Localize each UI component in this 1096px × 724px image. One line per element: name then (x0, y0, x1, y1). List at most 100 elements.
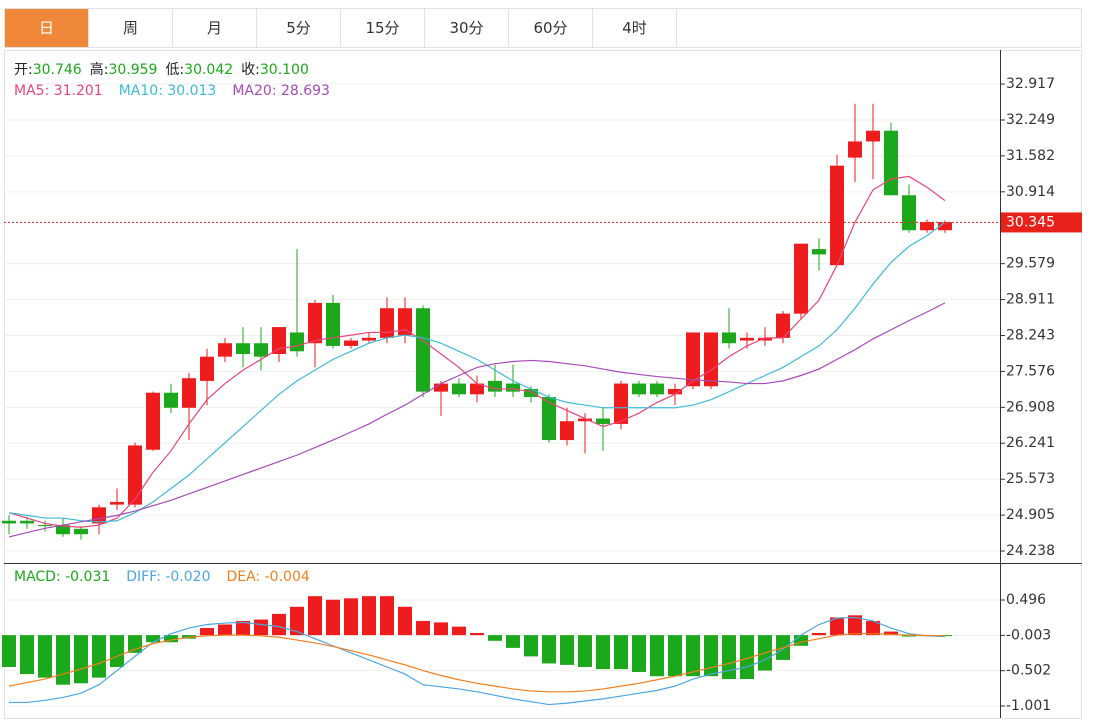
legend-entry: MA10: 30.013 (119, 83, 217, 99)
info-value: 30.042 (184, 62, 233, 78)
candle-body (110, 501, 124, 505)
y-tick-label: 28.243 (1006, 328, 1055, 344)
candle-body (866, 130, 880, 142)
macd-bar (830, 617, 844, 636)
ma-line (8, 302, 946, 538)
candle-body (920, 222, 934, 231)
y-tick-label: -0.003 (1006, 627, 1051, 643)
period-tab[interactable]: 月 (173, 9, 257, 47)
macd-bar (362, 596, 376, 636)
macd-bar (794, 635, 808, 646)
info-label: 低: (165, 62, 184, 78)
candle-body (218, 343, 232, 357)
period-tab[interactable]: 60分 (509, 9, 593, 47)
y-tick-label: 28.911 (1006, 292, 1055, 308)
candle-body (812, 249, 826, 255)
macd-bar (110, 635, 124, 667)
y-tick-label: -1.001 (1006, 698, 1051, 714)
macd-line (9, 616, 946, 706)
macd-bar (686, 635, 700, 677)
macd-bar (524, 635, 538, 657)
macd-bar (560, 635, 574, 665)
period-tab[interactable]: 5分 (257, 9, 341, 47)
candle-body (74, 528, 88, 535)
macd-bar (614, 635, 628, 670)
y-tick-label: 29.579 (1006, 256, 1055, 272)
macd-bar (218, 624, 232, 636)
ma-line (8, 175, 946, 528)
candle-body (2, 520, 16, 524)
candle-body (272, 327, 286, 354)
candle-body (614, 383, 628, 424)
macd-bar (380, 596, 394, 636)
macd-bar (632, 635, 646, 672)
info-value: 30.746 (33, 62, 82, 78)
macd-bar (56, 635, 70, 685)
candle-body (776, 313, 790, 338)
y-tick-label: 30.914 (1006, 184, 1055, 200)
macd-bar (272, 613, 286, 636)
legend-entry: MA20: 28.693 (232, 83, 330, 99)
candle-body (362, 337, 376, 341)
candle-body (578, 418, 592, 422)
period-tab[interactable]: 4时 (593, 9, 677, 47)
macd-bar (884, 631, 898, 636)
y-tick-label: 0.496 (1006, 592, 1046, 608)
candle-body (524, 388, 538, 398)
macd-bar (470, 633, 484, 636)
candle-body (632, 383, 646, 395)
period-tab[interactable]: 30分 (425, 9, 509, 47)
macd-bar (398, 606, 412, 636)
y-tick-label: 32.917 (1006, 76, 1055, 92)
macd-bar (74, 635, 88, 684)
candle-body (434, 383, 448, 392)
macd-bar (578, 635, 592, 667)
macd-bar (542, 635, 556, 664)
y-tick-label: 26.241 (1006, 435, 1055, 451)
candle-body (506, 383, 520, 392)
macd-bar (434, 622, 448, 636)
macd-bar (326, 599, 340, 636)
info-label: 收: (241, 62, 260, 78)
info-label: 开: (14, 62, 33, 78)
candle-body (56, 525, 70, 535)
macd-bar (650, 635, 664, 677)
period-tab[interactable]: 周 (89, 9, 173, 47)
candle-body (344, 340, 358, 346)
candle-body (182, 378, 196, 408)
candle-body (398, 308, 412, 336)
macd-bar (596, 635, 610, 670)
legend-entry: MACD: -0.031 (14, 569, 110, 585)
candle-body (542, 397, 556, 441)
macd-bar (38, 635, 52, 678)
y-tick-label: 31.582 (1006, 148, 1055, 164)
macd-bar (488, 635, 502, 641)
macd-bar (704, 635, 718, 677)
macd-bar (812, 633, 826, 636)
candle-body (452, 383, 466, 395)
macd-bar (902, 635, 916, 637)
period-tab[interactable]: 日 (5, 9, 89, 47)
y-tick-label: 32.249 (1006, 112, 1055, 128)
candle-body (668, 388, 682, 395)
candle-body (848, 141, 862, 158)
macd-bar (506, 635, 520, 648)
period-tab[interactable]: 15分 (341, 9, 425, 47)
candle-body (146, 392, 160, 450)
candle-body (560, 421, 574, 441)
macd-bar (308, 596, 322, 636)
y-tick-label: 24.905 (1006, 507, 1055, 523)
last-price-label: 30.345 (1006, 214, 1055, 230)
candle-body (830, 165, 844, 266)
candle-body (884, 130, 898, 196)
macd-bar (866, 620, 880, 636)
legend-entry: DIFF: -0.020 (126, 569, 210, 585)
candle-body (416, 308, 430, 392)
candle-body (902, 195, 916, 231)
candle-body (722, 332, 736, 344)
candle-body (290, 332, 304, 352)
last-price-box (1001, 212, 1082, 233)
candle-body (254, 343, 268, 357)
